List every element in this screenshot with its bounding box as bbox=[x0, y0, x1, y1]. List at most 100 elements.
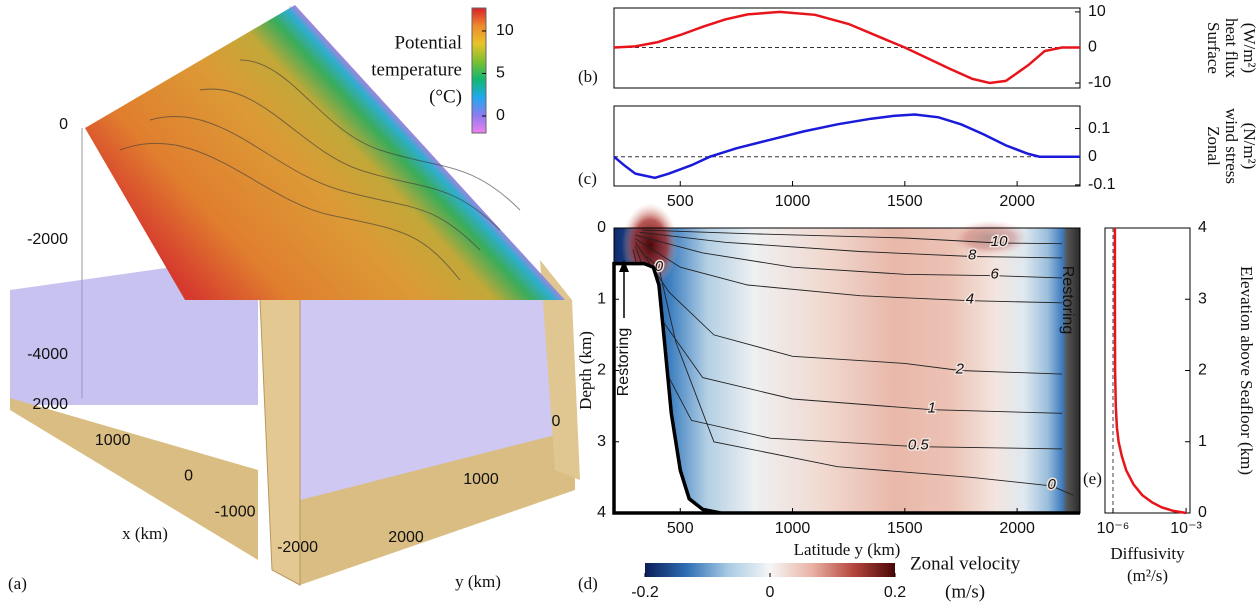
plot-frame bbox=[1104, 227, 1191, 514]
arrow-head bbox=[619, 260, 629, 272]
velocity-field bbox=[950, 220, 1030, 256]
contour-label: 4 bbox=[966, 291, 974, 308]
y-axis-label: (W/m²) bbox=[1240, 23, 1258, 73]
y-axis-label: wind stress bbox=[1222, 108, 1241, 184]
y-tick-label: 3 bbox=[1198, 290, 1207, 307]
x-tick-label: 2000 bbox=[32, 396, 68, 413]
contour-label: 0.5 bbox=[908, 437, 930, 454]
y-tick-label: 0 bbox=[1088, 39, 1097, 56]
y-tick-label: -10 bbox=[1088, 74, 1111, 91]
z-tick-label: -2000 bbox=[27, 231, 68, 248]
contour-label: 6 bbox=[990, 266, 999, 283]
x-tick-label: 2000 bbox=[999, 193, 1035, 210]
x-axis-label: (m²/s) bbox=[1127, 566, 1168, 585]
x-tick-label: 1500 bbox=[887, 193, 923, 210]
x-axis-label: Latitude y (km) bbox=[794, 540, 901, 559]
z-tick-label: -4000 bbox=[27, 346, 68, 363]
y-axis-label: heat flux bbox=[1222, 18, 1241, 78]
data-line bbox=[1113, 228, 1187, 515]
colorbar-tick-label: 10 bbox=[496, 22, 514, 39]
y-tick-label: 10 bbox=[1088, 3, 1106, 20]
x-tick-label: 1000 bbox=[95, 432, 131, 449]
x-axis-label: Diffusivity bbox=[1110, 544, 1185, 563]
y-tick-label: 0 bbox=[552, 413, 561, 430]
x-tick-label: 1500 bbox=[887, 520, 923, 537]
y-tick-label: -0.1 bbox=[1088, 176, 1116, 193]
contour-line bbox=[635, 234, 1063, 279]
y-tick-label: 0 bbox=[1088, 148, 1097, 165]
contour-label: 0 bbox=[1048, 476, 1057, 493]
contour-label: 8 bbox=[968, 246, 977, 263]
contour-line bbox=[642, 229, 1063, 245]
x-tick-label: 1000 bbox=[775, 193, 811, 210]
colorbar-tick-label: -0.2 bbox=[631, 584, 659, 601]
annotation: Restoring bbox=[1059, 266, 1076, 334]
contour-line bbox=[646, 256, 1074, 496]
x-tick-label: 500 bbox=[667, 193, 694, 210]
colorbar bbox=[645, 563, 895, 577]
slope-wall bbox=[540, 260, 580, 480]
seafloor bbox=[300, 430, 575, 585]
colorbar-tick-label: 5 bbox=[496, 65, 505, 82]
y-tick-label: 1 bbox=[1198, 433, 1207, 450]
contour-line bbox=[635, 238, 1063, 304]
y-axis-label: y (km) bbox=[455, 572, 501, 591]
colorbar-label: Potential bbox=[394, 32, 462, 53]
x-tick-label: 2000 bbox=[999, 520, 1035, 537]
y-tick-label: 0 bbox=[1198, 504, 1207, 521]
data-line bbox=[613, 113, 1080, 180]
colorbar-label: Zonal velocity bbox=[910, 553, 1021, 574]
colorbar-tick-label: 0 bbox=[766, 584, 775, 601]
panel-label: (a) bbox=[8, 574, 27, 593]
data-line bbox=[613, 10, 1080, 85]
y-tick-label: 1 bbox=[597, 290, 606, 307]
x-tick-label: 10⁻³ bbox=[1170, 520, 1202, 537]
x-axis-label: x (km) bbox=[122, 524, 168, 543]
y-axis-label: Depth (km) bbox=[576, 331, 595, 410]
y-tick-label: 0 bbox=[597, 219, 606, 236]
colorbar-unit: (m/s) bbox=[945, 581, 985, 602]
y-tick-label: 2 bbox=[597, 362, 606, 379]
plot-frame bbox=[613, 105, 1081, 187]
x-tick-label: -1000 bbox=[215, 503, 256, 520]
panel-label: (c) bbox=[578, 169, 597, 188]
y-tick-label: 1000 bbox=[463, 471, 499, 488]
y-axis-label: Surface bbox=[1204, 22, 1223, 74]
plot-frame bbox=[613, 7, 1081, 89]
panel-label: (b) bbox=[578, 67, 598, 86]
panel-a-scene bbox=[10, 5, 580, 586]
colorbar-label: (°C) bbox=[429, 86, 462, 107]
y-axis-label: (N/m²) bbox=[1240, 123, 1258, 170]
y-tick-label: 2000 bbox=[388, 529, 424, 546]
panel-label: (e) bbox=[1083, 469, 1102, 488]
y-axis-label: Zonal bbox=[1204, 126, 1223, 166]
colorbar-tick-label: 0 bbox=[496, 107, 505, 124]
colorbar-label: temperature bbox=[371, 59, 462, 80]
seafloor bbox=[10, 398, 258, 560]
z-tick-label: 0 bbox=[59, 116, 68, 133]
panel-label: (d) bbox=[578, 574, 598, 593]
y-tick-label: 4 bbox=[1198, 219, 1207, 236]
colorbar bbox=[471, 7, 487, 134]
x-tick-label: 10⁻⁶ bbox=[1097, 520, 1130, 537]
annotation: Restoring bbox=[615, 328, 632, 396]
contour-line bbox=[119, 59, 521, 281]
colorbar-tick-label: 0.2 bbox=[884, 584, 906, 601]
contour-label: 2 bbox=[955, 360, 965, 377]
y-axis-label: Elevation above Seafloor (km) bbox=[1237, 266, 1256, 475]
contour-line bbox=[634, 242, 1063, 375]
y-tick-label: 2 bbox=[1198, 362, 1207, 379]
topography bbox=[612, 261, 1080, 515]
x-tick-label: 500 bbox=[667, 520, 694, 537]
x-tick-label: 1000 bbox=[775, 520, 811, 537]
contour-line bbox=[639, 231, 1063, 259]
y-tick-label: 0.1 bbox=[1088, 120, 1110, 137]
y-tick-label: 3 bbox=[597, 433, 606, 450]
contour-label: 1 bbox=[928, 400, 936, 417]
x-tick-label: -2000 bbox=[277, 539, 318, 556]
contour-label: 10 bbox=[991, 233, 1008, 250]
x-tick-label: 0 bbox=[184, 468, 193, 485]
y-tick-label: 4 bbox=[597, 504, 606, 521]
